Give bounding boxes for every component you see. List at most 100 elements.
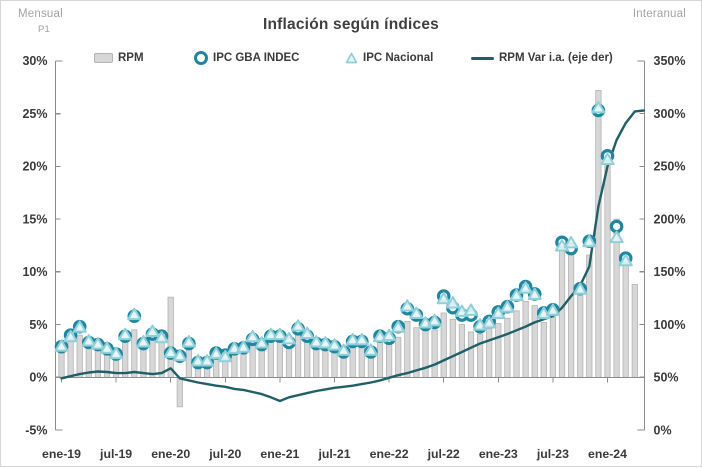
bar [58,349,65,378]
left-tick-label: 25% [22,107,47,121]
right-tick-label: 150% [654,265,686,279]
bar [595,90,602,378]
triangle-marker [72,320,87,333]
bar [622,255,629,378]
legend-item-rpm: RPM [94,49,144,67]
left-tick-label: -5% [25,423,47,437]
x-tick-label: jul-19 [99,447,132,461]
bar [404,321,411,378]
triangle-marker [90,337,105,350]
triangle-marker [463,303,479,316]
bar [513,310,520,378]
x-tick-label: jul-20 [208,447,241,461]
triangle-marker [154,330,169,344]
legend-item-ipc-gba: IPC GBA INDEC [194,49,299,67]
triangle-marker [127,307,142,321]
left-tick-label: 15% [22,212,47,226]
right-axis-unit-label: Interanual [632,8,686,20]
legend-label-rpm: RPM [118,52,144,64]
triangle-marker [436,291,451,305]
triangle-marker [54,339,69,352]
triangle-marker [345,332,360,346]
bar [522,300,529,378]
bar [267,337,274,378]
triangle-marker [209,346,224,360]
triangle-marker [582,234,597,248]
bar [249,345,256,378]
x-tick-label: jul-22 [427,447,460,461]
bar [440,312,447,378]
triangle-marker [591,100,606,114]
left-tick-label: 0% [29,371,47,385]
triangle-marker [354,332,369,346]
left-tick-label: 5% [29,318,47,332]
triangle-marker [518,281,533,294]
bar [604,160,611,378]
right-tick-label: 50% [654,371,679,385]
bar [185,347,192,378]
x-tick-label: ene-19 [42,447,81,461]
triangle-marker [281,331,297,345]
x-tick-label: ene-21 [260,447,299,461]
right-tick-label: 300% [654,107,686,121]
bar [67,341,74,378]
bar [568,247,575,378]
bar [76,334,83,378]
triangle-marker [445,296,460,309]
triangle-marker [300,326,315,340]
triangle-marker [545,303,560,316]
right-tick-label: 350% [654,54,686,68]
triangle-marker [409,306,424,320]
circle-marker-icon [194,51,208,65]
triangle-marker [382,328,397,342]
bar [131,329,138,378]
bar [276,337,284,378]
triangle-marker [81,334,96,347]
triangle-marker [573,282,588,295]
triangle-marker [336,343,351,356]
triangle-marker [564,235,579,249]
right-tick-label: 0% [654,423,672,437]
triangle-marker [99,341,115,354]
x-tick-label: ene-23 [479,447,518,461]
triangle-marker [145,324,160,337]
triangle-marker [236,340,251,353]
bar [231,351,238,378]
bar [395,336,402,378]
triangle-marker [309,335,324,348]
triangle-marker [218,349,233,363]
left-tick-label: 10% [22,265,47,279]
triangle-marker [509,288,524,302]
bar [431,329,438,378]
triangle-marker [482,316,497,329]
bar [631,284,638,378]
triangle-marker-icon [345,52,358,64]
triangle-marker [363,343,378,356]
right-tick-label: 100% [654,318,686,332]
chart-legend: RPM IPC GBA INDEC IPC Nacional RPM Var i… [1,49,701,69]
legend-label-ipc-gba: IPC GBA INDEC [213,52,300,64]
x-tick-label: jul-21 [317,447,350,461]
triangle-marker [391,320,406,333]
bar [577,286,584,378]
triangle-marker [491,306,506,320]
triangle-marker [318,336,333,349]
bar [540,322,547,378]
triangle-marker [190,354,206,367]
triangle-marker [500,300,515,313]
bar [531,305,538,378]
line-swatch-icon [471,56,494,60]
legend-label-ipc-nacional: IPC Nacional [363,52,434,64]
bar [586,254,593,378]
bar [167,296,174,378]
right-tick-label: 250% [654,160,686,174]
triangle-marker [163,345,178,359]
triangle-marker [245,329,260,343]
legend-item-rpm-var: RPM Var i.a. (eje der) [471,49,613,67]
triangle-marker [600,152,615,166]
bar [486,328,493,378]
legend-item-ipc-nacional: IPC Nacional [345,49,433,67]
triangle-marker [172,348,187,362]
triangle-marker [136,335,151,348]
